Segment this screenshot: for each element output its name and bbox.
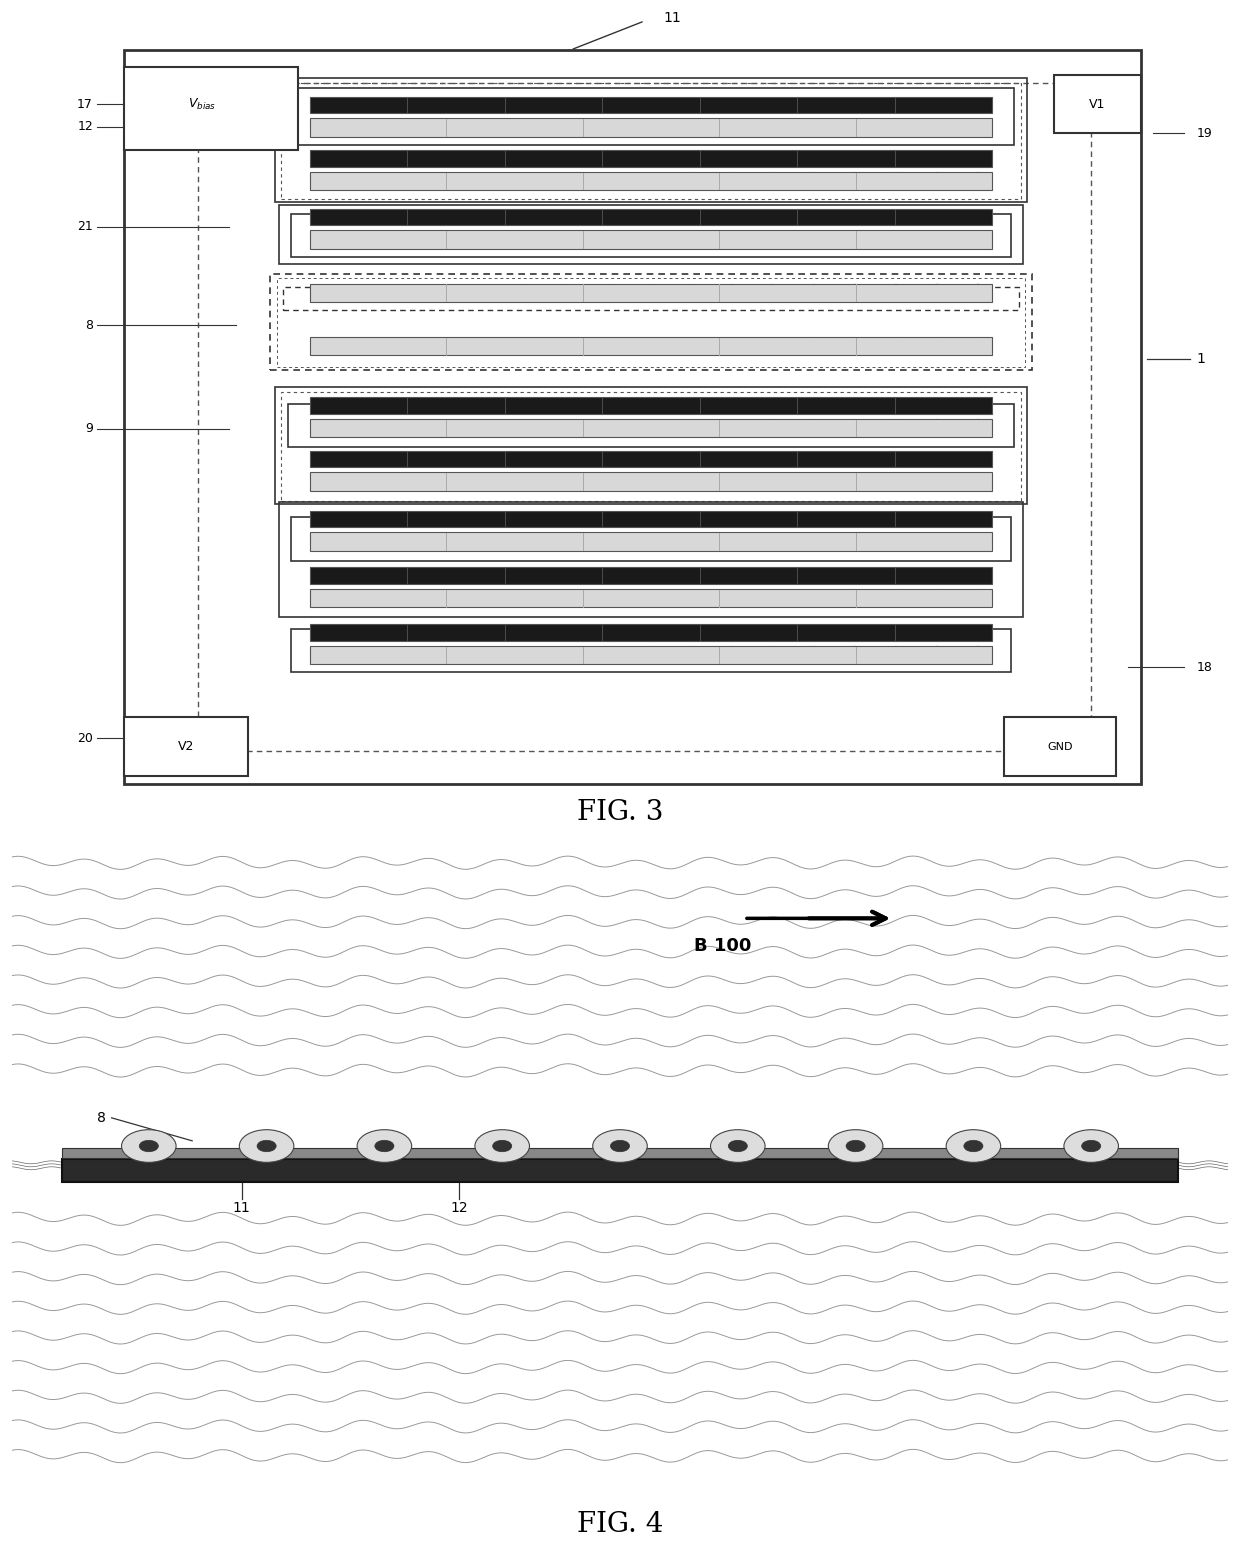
Bar xyxy=(277,278,1025,368)
Bar xyxy=(124,66,298,150)
Bar xyxy=(310,646,992,664)
Bar xyxy=(310,624,992,641)
Circle shape xyxy=(846,1140,866,1151)
Bar xyxy=(310,171,992,190)
Bar xyxy=(279,502,1023,618)
Circle shape xyxy=(1081,1140,1101,1151)
Text: 11: 11 xyxy=(233,1200,250,1214)
Bar xyxy=(1054,76,1141,133)
Bar xyxy=(310,337,992,355)
Bar xyxy=(198,83,1091,751)
Bar xyxy=(279,205,1023,264)
Circle shape xyxy=(492,1140,512,1151)
Bar xyxy=(310,567,992,584)
Bar xyxy=(310,284,992,301)
Circle shape xyxy=(828,1129,883,1162)
Bar xyxy=(310,533,992,550)
Text: 8: 8 xyxy=(86,318,93,332)
Text: 12: 12 xyxy=(450,1200,467,1214)
Bar xyxy=(124,49,1141,785)
Bar xyxy=(310,230,992,249)
Bar xyxy=(310,397,992,414)
Bar xyxy=(275,79,1027,202)
Circle shape xyxy=(374,1140,394,1151)
Text: 1: 1 xyxy=(72,1156,81,1170)
Circle shape xyxy=(593,1129,647,1162)
Bar xyxy=(281,83,1021,199)
Bar xyxy=(288,88,1014,145)
Text: 20: 20 xyxy=(77,732,93,745)
Text: GND: GND xyxy=(1048,742,1073,752)
Text: $V_{bias}$: $V_{bias}$ xyxy=(188,97,216,111)
Bar xyxy=(288,403,1014,447)
Text: 18: 18 xyxy=(1197,661,1213,674)
Circle shape xyxy=(239,1129,294,1162)
Bar xyxy=(310,473,992,491)
Circle shape xyxy=(475,1129,529,1162)
Circle shape xyxy=(728,1140,748,1151)
Bar xyxy=(275,388,1027,504)
Text: 19: 19 xyxy=(1197,127,1213,141)
Text: B 100: B 100 xyxy=(694,936,751,955)
Circle shape xyxy=(139,1140,159,1151)
Text: FIG. 4: FIG. 4 xyxy=(577,1511,663,1537)
Text: FIG. 3: FIG. 3 xyxy=(577,799,663,827)
Text: 9: 9 xyxy=(86,422,93,436)
Circle shape xyxy=(257,1140,277,1151)
Text: 1: 1 xyxy=(1197,352,1205,366)
Text: 11: 11 xyxy=(663,11,681,25)
Text: 17: 17 xyxy=(77,97,93,111)
Circle shape xyxy=(946,1129,1001,1162)
Bar xyxy=(310,97,992,113)
Bar xyxy=(291,518,1011,561)
Bar xyxy=(1004,717,1116,776)
Bar xyxy=(124,717,248,776)
Text: 12: 12 xyxy=(77,121,93,133)
Circle shape xyxy=(963,1140,983,1151)
Bar xyxy=(283,287,1019,311)
Bar xyxy=(310,119,992,138)
Bar xyxy=(281,392,1021,501)
Circle shape xyxy=(357,1129,412,1162)
Bar xyxy=(310,589,992,607)
Text: V1: V1 xyxy=(1089,97,1106,111)
Bar xyxy=(291,213,1011,256)
Bar xyxy=(310,451,992,467)
Bar xyxy=(310,150,992,167)
Bar xyxy=(310,419,992,437)
Text: 21: 21 xyxy=(77,221,93,233)
Circle shape xyxy=(711,1129,765,1162)
Circle shape xyxy=(610,1140,630,1151)
Circle shape xyxy=(122,1129,176,1162)
Bar xyxy=(270,275,1032,371)
Bar xyxy=(62,1148,1178,1157)
Bar xyxy=(62,1159,1178,1182)
Bar xyxy=(310,510,992,527)
Text: 8: 8 xyxy=(97,1111,105,1125)
Bar xyxy=(291,629,1011,672)
Bar xyxy=(310,209,992,226)
Circle shape xyxy=(1064,1129,1118,1162)
Text: V2: V2 xyxy=(177,740,195,754)
